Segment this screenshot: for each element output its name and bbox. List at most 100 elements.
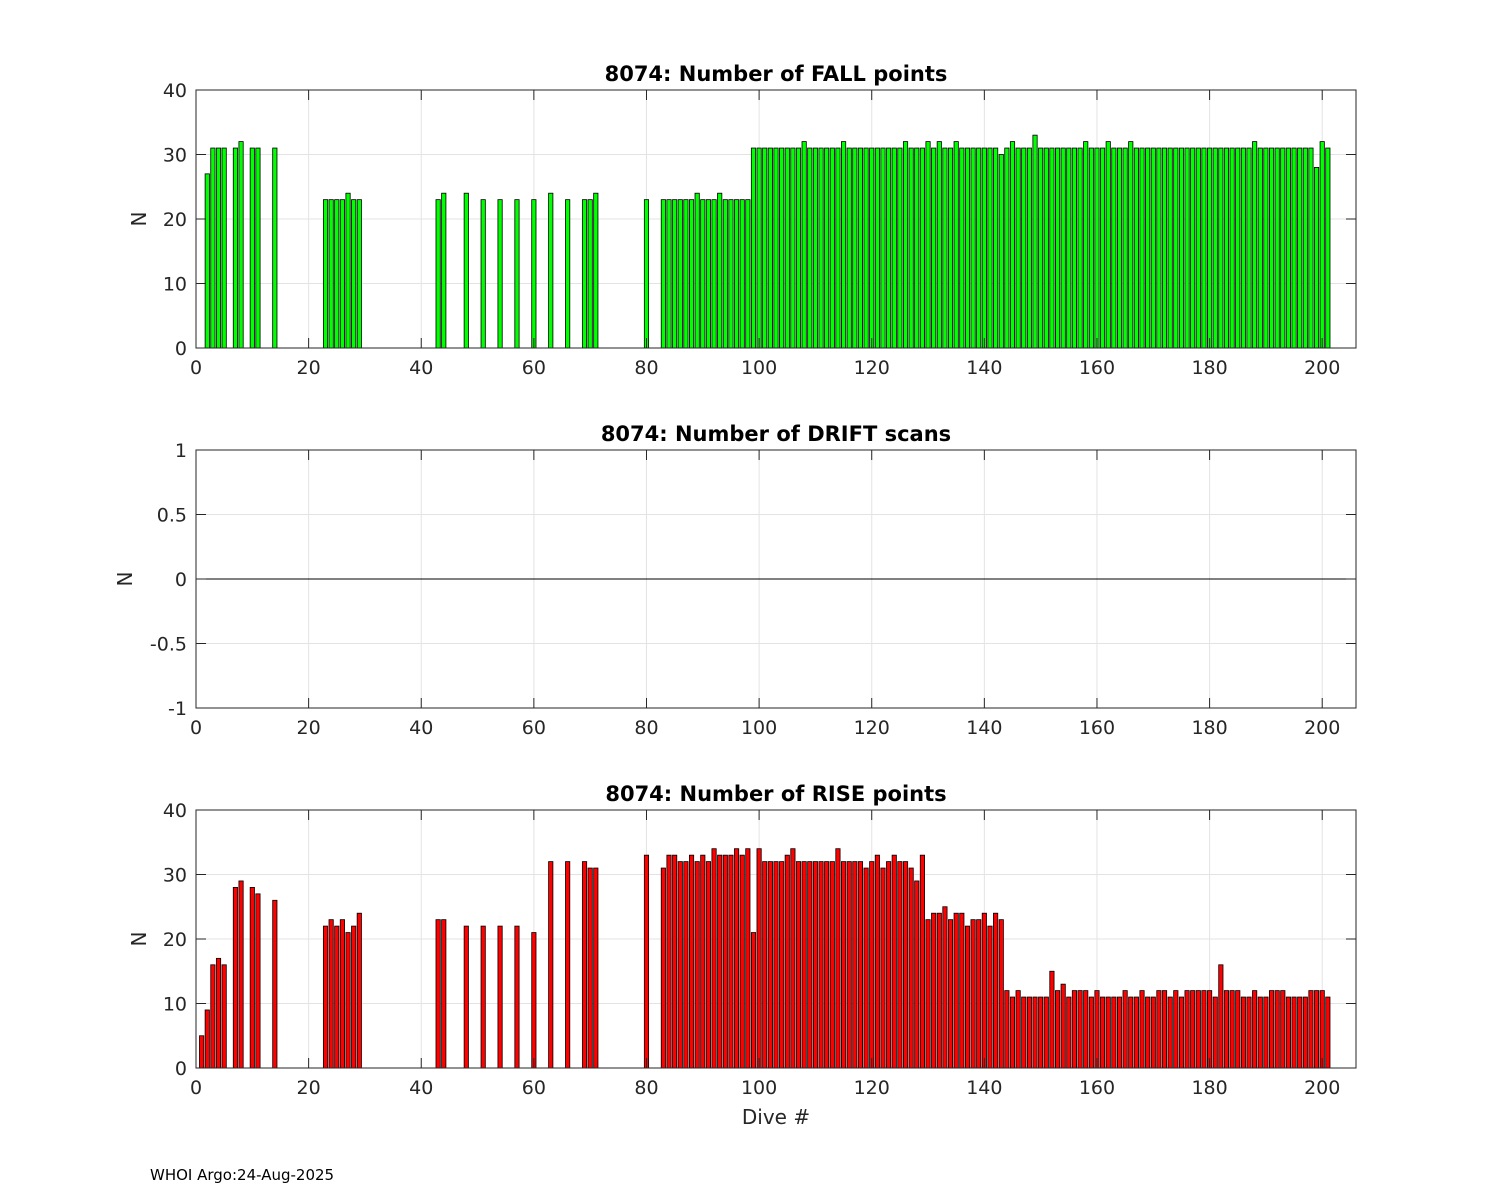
bar xyxy=(953,912,959,1069)
bar xyxy=(846,147,852,349)
bar xyxy=(497,925,503,1069)
bar xyxy=(1178,996,1184,1069)
bar xyxy=(1314,166,1320,349)
bar xyxy=(1139,990,1145,1069)
bar xyxy=(322,925,329,1069)
bar xyxy=(1111,996,1117,1069)
bar xyxy=(593,867,599,1069)
bar xyxy=(694,192,700,349)
bar xyxy=(1077,147,1083,349)
x-tick-label: 140 xyxy=(966,357,1002,379)
footer-credit: WHOI Argo:24-Aug-2025 xyxy=(150,1166,335,1184)
bar xyxy=(1116,147,1123,349)
bar xyxy=(660,867,666,1069)
bar xyxy=(1094,990,1100,1069)
bar xyxy=(852,861,858,1069)
bar xyxy=(1038,996,1044,1069)
bar xyxy=(886,147,892,349)
bar xyxy=(902,861,909,1069)
bar xyxy=(812,147,818,349)
bar xyxy=(970,919,976,1069)
bar xyxy=(1325,996,1331,1069)
bar xyxy=(784,854,790,1069)
bar xyxy=(272,899,278,1069)
bar xyxy=(891,854,897,1069)
rise-points-panel: 0 20 40 60 80 100 120 140 160 180 200 0 10 20 30 40 8074… xyxy=(127,782,1357,1129)
bar xyxy=(1235,147,1241,349)
bar xyxy=(215,957,222,1069)
bar xyxy=(1043,147,1049,349)
bar xyxy=(1178,147,1184,349)
bar xyxy=(1195,990,1201,1069)
bar xyxy=(1274,147,1280,349)
bar xyxy=(739,199,745,349)
bar xyxy=(345,192,351,349)
bar xyxy=(548,861,554,1069)
bar xyxy=(976,919,982,1069)
bar xyxy=(925,919,931,1069)
x-tick-label: 120 xyxy=(854,357,890,379)
fall-points-panel: 0 20 40 60 80 100 120 140 160 180 200 0 10 20 30 40 8074… xyxy=(127,62,1357,379)
bar xyxy=(981,912,987,1069)
bar xyxy=(1015,147,1021,349)
bar xyxy=(841,141,847,349)
bar xyxy=(987,925,993,1069)
bar xyxy=(232,147,238,349)
bar xyxy=(1184,147,1190,349)
y-tick-label: 40 xyxy=(163,80,187,102)
bar xyxy=(1094,147,1100,349)
bar xyxy=(807,861,813,1069)
bar xyxy=(249,887,255,1069)
bar xyxy=(1223,990,1230,1069)
bar xyxy=(891,147,897,349)
bar xyxy=(1049,970,1055,1069)
bar xyxy=(1100,147,1106,349)
bar xyxy=(1319,990,1325,1069)
bar xyxy=(581,861,588,1069)
bar xyxy=(1105,141,1111,349)
bar xyxy=(581,199,588,349)
bar xyxy=(1190,147,1196,349)
bar xyxy=(1212,147,1218,349)
bar xyxy=(1314,990,1320,1069)
bar xyxy=(779,861,785,1069)
bar xyxy=(705,861,711,1069)
x-tick-label: 20 xyxy=(297,357,321,379)
bar xyxy=(531,199,537,349)
bar xyxy=(688,199,695,349)
bar xyxy=(1145,147,1151,349)
x-tick-label: 0 xyxy=(190,1077,202,1099)
bar xyxy=(1077,990,1083,1069)
bar xyxy=(1055,990,1061,1069)
y-tick-label: 10 xyxy=(163,274,187,296)
bar xyxy=(795,861,802,1069)
bar xyxy=(964,147,971,349)
bar xyxy=(339,199,345,349)
bar xyxy=(863,147,869,349)
bar xyxy=(328,919,334,1069)
bar xyxy=(1319,141,1325,349)
bar xyxy=(767,147,773,349)
bar xyxy=(1055,147,1061,349)
bar xyxy=(643,854,650,1069)
bar xyxy=(818,861,824,1069)
bar xyxy=(1145,996,1151,1069)
x-tick-label: 20 xyxy=(297,1077,321,1099)
y-axis-label: N xyxy=(127,932,151,947)
bar xyxy=(463,925,469,1069)
x-tick-label: 80 xyxy=(634,717,658,739)
bar xyxy=(902,141,909,349)
bar xyxy=(869,147,875,349)
bar xyxy=(835,147,841,349)
bar xyxy=(221,964,227,1069)
bar xyxy=(1060,147,1066,349)
bar xyxy=(824,861,830,1069)
bar xyxy=(1195,147,1201,349)
bar xyxy=(1240,147,1246,349)
bar xyxy=(497,199,503,349)
bar xyxy=(863,867,869,1069)
bar xyxy=(666,199,672,349)
x-tick-label: 180 xyxy=(1191,357,1227,379)
bar xyxy=(880,147,886,349)
bar xyxy=(1173,147,1179,349)
